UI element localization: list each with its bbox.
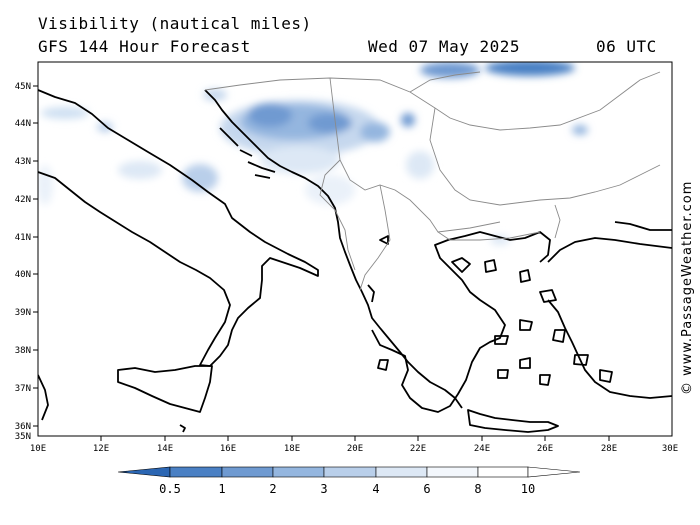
aegean-island [494,335,509,345]
colorbar-label: 10 [521,482,535,496]
colorbar-label: 4 [372,482,379,496]
lon-label: 22E [410,444,426,454]
colorbar-segment [527,466,581,478]
corfu-coastline [367,284,375,303]
lat-label: 38N [15,346,31,356]
lat-label: 39N [15,308,31,318]
turkey-coastline [547,221,672,399]
lat-label: 41N [15,233,31,243]
aegean-island [539,374,551,386]
country-borders [204,71,661,291]
colorbar-segment [426,466,479,478]
aegean-island [497,369,509,379]
lat-label: 37N [15,384,31,394]
greece-coastline [371,231,551,413]
lon-label: 24E [474,444,490,454]
colorbar-label: 8 [474,482,481,496]
colorbar-label: 6 [423,482,430,496]
lon-label: 28E [601,444,617,454]
sicily-coastline [117,365,213,413]
colorbar-segment [169,466,223,478]
aegean-island [599,369,613,383]
aegean-island [519,269,531,283]
colorbar-segment [272,466,325,478]
lon-label: 30E [662,444,678,454]
aegean-island [519,319,533,331]
colorbar-segment [375,466,428,478]
colorbar: 0.5 1 2 3 4 6 8 10 [117,466,581,496]
lon-label: 10E [30,444,46,454]
crete-coastline [467,409,559,433]
lon-label: 26E [537,444,553,454]
aegean-island [519,357,531,369]
colorbar-label: 3 [320,482,327,496]
lat-label: 45N [15,82,31,92]
latitude-axis: 45N 44N 43N 42N 41N 40N 39N 38N 37N 36N … [15,82,38,442]
lat-label: 40N [15,270,31,280]
dalmatian-islands [219,127,276,179]
aegean-island [451,257,471,273]
lat-label: 44N [15,119,31,129]
colorbar-segment [477,466,529,478]
map-title: Visibility (nautical miles) [38,14,312,33]
lat-label: 42N [15,195,31,205]
sardinia-coastline [38,374,49,421]
lon-label: 14E [157,444,173,454]
colorbar-label: 1 [218,482,225,496]
lat-label: 36N [15,422,31,432]
lon-label: 12E [93,444,109,454]
lon-label: 18E [284,444,300,454]
colorbar-segment [221,466,274,478]
aegean-island [484,259,497,273]
colorbar-segment [323,466,377,478]
forecast-date: Wed 07 May 2025 [368,37,520,56]
watermark: © www.PassageWeather.com [680,180,695,395]
lon-label: 20E [347,444,363,454]
lon-label: 16E [220,444,236,454]
lat-label: 43N [15,157,31,167]
colorbar-label: 2 [269,482,276,496]
malta [179,424,186,433]
visibility-shading [38,62,588,245]
longitude-axis: 10E 12E 14E 16E 18E 20E 22E 24E 26E 28E … [30,436,678,454]
balkan-coastline [204,89,463,409]
aegean-island [552,329,566,343]
colorbar-label: 0.5 [159,482,181,496]
forecast-time: 06 UTC [596,37,657,56]
forecast-subtitle: GFS 144 Hour Forecast [38,37,251,56]
aegean-island [377,359,389,371]
lat-label: 35N [15,432,31,442]
aegean-island [539,289,557,303]
aegean-island [573,354,589,366]
colorbar-segment [117,466,171,478]
aegean-island [379,235,389,245]
coastlines [38,89,672,433]
italy-coastline [38,89,319,367]
